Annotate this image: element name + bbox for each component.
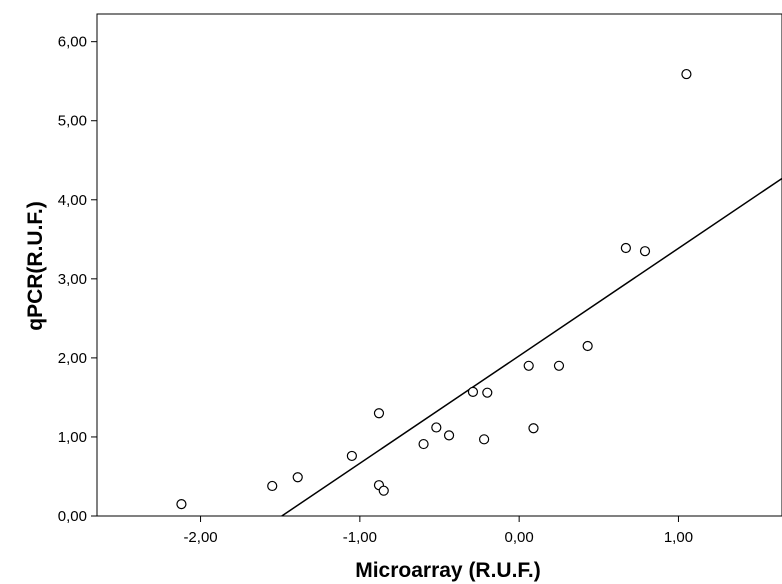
data-point: [431, 422, 442, 433]
regression-line: [281, 177, 782, 517]
y-tick-label: 1,00: [58, 429, 87, 446]
y-axis: 0,00 1,00 2,00 3,00 4,00 5,00 6,00: [58, 34, 97, 525]
data-point: [176, 499, 187, 510]
x-tick-label: -1,00: [343, 529, 377, 546]
data-point: [418, 438, 429, 450]
y-tick-label: 3,00: [58, 271, 87, 288]
data-point: [553, 360, 565, 371]
x-tick-label: -2,00: [183, 529, 217, 546]
data-point: [523, 360, 534, 371]
data-point: [482, 387, 493, 398]
y-tick-label: 4,00: [58, 192, 87, 209]
data-point: [582, 340, 593, 352]
x-tick-label: 1,00: [664, 529, 693, 546]
x-axis: -2,00 -1,00 0,00 1,00: [183, 516, 693, 546]
x-axis-title: Microarray (R.U.F.): [355, 559, 541, 582]
data-point: [378, 485, 389, 496]
data-point: [681, 68, 692, 80]
data-point: [479, 434, 490, 445]
y-tick-label: 5,00: [58, 113, 87, 130]
y-axis-title: qPCR(R.U.F.): [24, 201, 47, 331]
y-tick-label: 2,00: [58, 350, 87, 367]
data-point: [346, 450, 357, 462]
x-tick-label: 0,00: [505, 529, 534, 546]
data-point: [443, 430, 455, 441]
y-tick-label: 6,00: [58, 34, 87, 51]
data-points: [176, 68, 692, 510]
data-point: [267, 480, 278, 492]
data-point: [639, 246, 651, 257]
data-point: [373, 408, 385, 419]
plot-area: [96, 13, 782, 517]
data-point: [292, 472, 303, 483]
data-point: [620, 242, 631, 254]
data-point: [467, 386, 479, 397]
y-tick-label: 0,00: [58, 508, 87, 525]
data-point: [528, 423, 539, 434]
